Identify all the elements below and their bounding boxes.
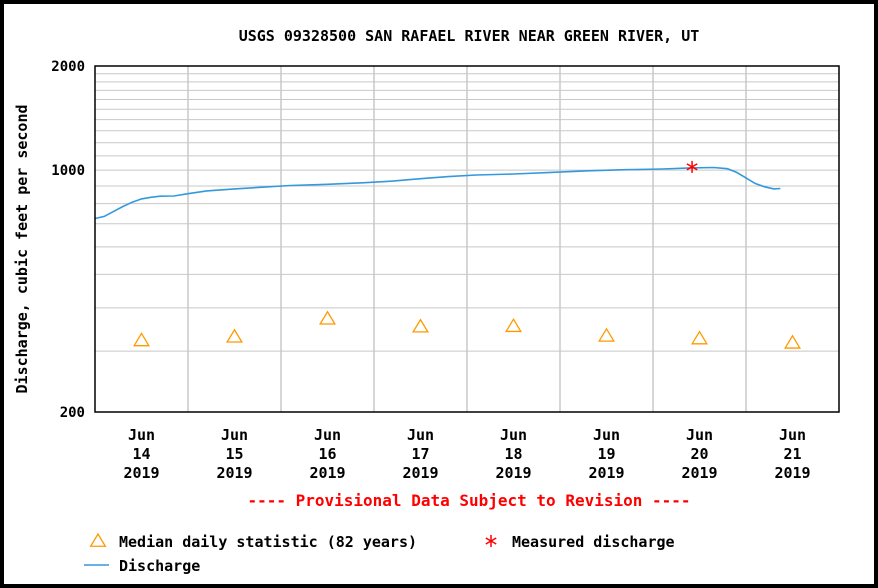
x-tick-label-line: 2019 [681, 464, 717, 482]
x-tick-label-line: 2019 [402, 464, 438, 482]
asterisk-stroke [686, 163, 698, 171]
x-tick-label-line: Jun [500, 426, 527, 444]
x-tick-label-line: Jun [407, 426, 434, 444]
y-tick-labels: 2000 1000 200 [51, 59, 85, 421]
chart-frame: USGS 09328500 SAN RAFAEL RIVER NEAR GREE… [4, 4, 874, 584]
x-tick-label-line: 14 [132, 445, 150, 463]
x-tick-label-line: Jun [314, 426, 341, 444]
provisional-annotation: ---- Provisional Data Subject to Revisio… [247, 491, 690, 510]
y-tick-label: 1000 [51, 163, 85, 179]
legend-label: Measured discharge [512, 533, 675, 551]
x-tick-label-line: 2019 [309, 464, 345, 482]
chart-title: USGS 09328500 SAN RAFAEL RIVER NEAR GREE… [239, 27, 700, 45]
median-marker [598, 327, 615, 342]
legend-triangle-icon [89, 532, 107, 547]
grid-layer [95, 66, 839, 412]
legend-asterisk-icon [485, 535, 497, 547]
chart-background [4, 4, 874, 584]
x-tick-label-line: 20 [690, 445, 708, 463]
median-marker [319, 310, 336, 325]
y-tick-label: 2000 [51, 59, 85, 75]
x-tick-label-line: 2019 [495, 464, 531, 482]
x-tick-label-line: Jun [128, 426, 155, 444]
plot-area-border [94, 65, 840, 413]
x-tick-label-line: 21 [783, 445, 801, 463]
asterisk-stroke [485, 537, 497, 545]
x-tick-label-line: 17 [411, 445, 429, 463]
x-tick-label-line: 19 [597, 445, 615, 463]
x-tick-label-line: Jun [221, 426, 248, 444]
y-tick-label: 200 [60, 405, 85, 421]
legend-label: Discharge [119, 557, 200, 575]
median-marker [412, 318, 429, 333]
x-tick-label-line: 15 [225, 445, 243, 463]
x-tick-label-line: 2019 [588, 464, 624, 482]
x-tick-label-line: 18 [504, 445, 522, 463]
x-tick-label-line: 2019 [774, 464, 810, 482]
median-marker [784, 334, 801, 349]
x-tick-label-line: Jun [593, 426, 620, 444]
measured-marker [686, 160, 698, 173]
legend-entry-discharge: Discharge [84, 557, 200, 575]
x-tick-label-line: 2019 [216, 464, 252, 482]
x-tick-label-line: Jun [779, 426, 806, 444]
legend-entry-measured: Measured discharge [485, 533, 675, 551]
x-tick-label-line: 16 [318, 445, 336, 463]
x-tick-label-line: 2019 [123, 464, 159, 482]
median-marker [691, 330, 708, 345]
median-marker [505, 317, 522, 333]
chart-svg: USGS 09328500 SAN RAFAEL RIVER NEAR GREE… [4, 4, 874, 584]
x-tick-label-line: Jun [686, 426, 713, 444]
discharge-line [94, 166, 781, 220]
median-marker [133, 332, 150, 347]
legend-label: Median daily statistic (82 years) [119, 533, 417, 551]
median-marker [226, 328, 243, 343]
series-layer [94, 160, 801, 349]
x-tick-labels: Jun142019Jun152019Jun162019Jun172019Jun1… [123, 426, 810, 482]
y-axis-label: Discharge, cubic feet per second [13, 105, 31, 394]
legend-entry-median: Median daily statistic (82 years) [89, 532, 417, 551]
legend: Median daily statistic (82 years) Measure… [84, 532, 675, 575]
